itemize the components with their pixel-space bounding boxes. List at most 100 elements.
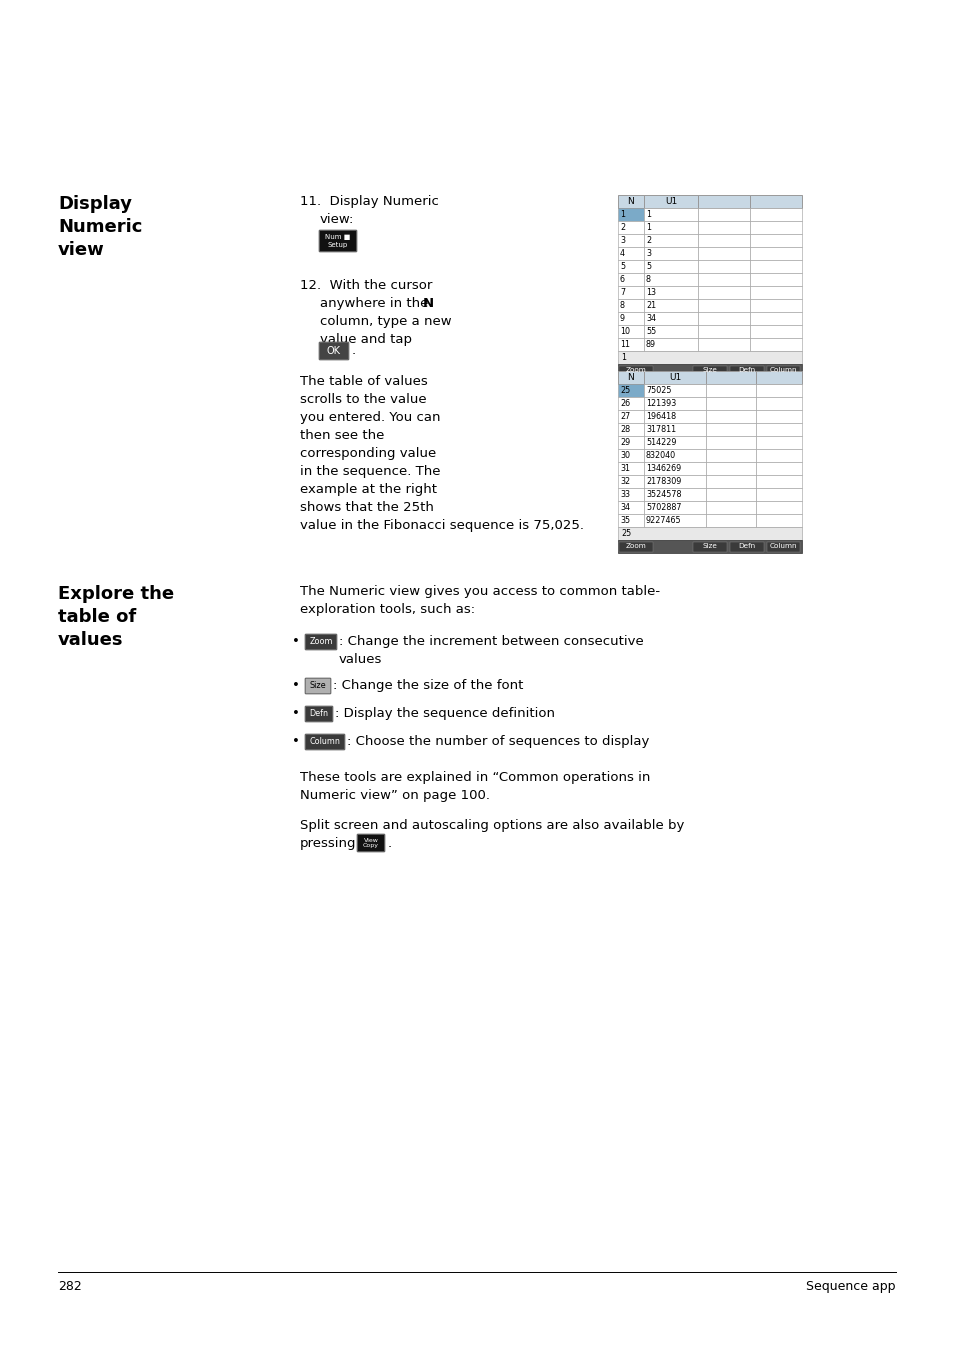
Bar (618, 475, 643, 487)
Bar (755, 436, 801, 450)
Bar (705, 423, 755, 436)
Bar (618, 366, 653, 375)
Text: Numeric view” on page 100.: Numeric view” on page 100. (299, 788, 490, 802)
Text: 1: 1 (645, 223, 650, 232)
Bar (755, 475, 801, 487)
Text: N: N (627, 373, 634, 382)
Bar (618, 194, 643, 208)
Bar (698, 208, 749, 221)
Bar (755, 371, 801, 383)
Bar (749, 273, 801, 286)
Bar (766, 366, 800, 375)
Bar (643, 397, 705, 410)
Bar (705, 462, 755, 475)
Text: Zoom: Zoom (625, 544, 646, 549)
Bar (618, 234, 643, 247)
Text: 21: 21 (645, 301, 656, 310)
Bar (705, 450, 755, 462)
Text: Zoom: Zoom (625, 367, 646, 374)
Text: then see the: then see the (299, 429, 384, 441)
Text: •: • (292, 707, 299, 720)
Text: exploration tools, such as:: exploration tools, such as: (299, 603, 475, 616)
Bar (749, 286, 801, 298)
Text: The table of values: The table of values (299, 375, 427, 387)
Text: 34: 34 (619, 504, 629, 512)
Text: 25: 25 (619, 386, 630, 396)
Text: 10: 10 (619, 327, 629, 336)
Bar (705, 436, 755, 450)
Bar (618, 383, 643, 397)
Text: 9: 9 (619, 315, 624, 323)
Bar (643, 298, 698, 312)
Bar (618, 247, 643, 261)
Text: 30: 30 (619, 451, 629, 460)
Text: Zoom: Zoom (309, 637, 333, 647)
Text: 5702887: 5702887 (645, 504, 680, 512)
Text: View
Copy: View Copy (363, 837, 378, 848)
Text: U1: U1 (668, 373, 680, 382)
Bar (749, 194, 801, 208)
FancyBboxPatch shape (305, 678, 331, 694)
Bar (618, 371, 643, 383)
Text: 1: 1 (619, 211, 624, 219)
Bar (618, 450, 643, 462)
Bar (643, 501, 705, 514)
Text: Display
Numeric
view: Display Numeric view (58, 194, 142, 259)
Text: 25: 25 (620, 529, 631, 539)
Bar (618, 312, 643, 325)
Text: These tools are explained in “Common operations in: These tools are explained in “Common ope… (299, 771, 650, 784)
Text: Defn: Defn (738, 544, 755, 549)
Text: 35: 35 (619, 516, 630, 525)
Text: 3: 3 (645, 248, 650, 258)
Text: Size: Size (701, 367, 717, 374)
Text: 5: 5 (619, 262, 624, 271)
Text: Size: Size (701, 544, 717, 549)
Text: column, type a new: column, type a new (319, 315, 451, 328)
Bar (698, 286, 749, 298)
Text: U1: U1 (664, 197, 677, 207)
Bar (618, 221, 643, 234)
Bar (693, 366, 726, 375)
Text: you entered. You can: you entered. You can (299, 410, 440, 424)
Bar (705, 397, 755, 410)
Text: 26: 26 (619, 400, 630, 408)
Bar (618, 338, 643, 351)
Text: •: • (292, 634, 299, 648)
Bar (618, 364, 801, 377)
FancyBboxPatch shape (305, 734, 344, 749)
Text: 75025: 75025 (645, 386, 671, 396)
Bar (698, 273, 749, 286)
FancyBboxPatch shape (305, 634, 336, 649)
Text: 27: 27 (619, 412, 630, 421)
Text: 2: 2 (619, 223, 624, 232)
Text: view:: view: (319, 213, 354, 225)
FancyBboxPatch shape (319, 342, 349, 360)
Bar (729, 541, 763, 552)
Bar (749, 261, 801, 273)
Bar (749, 234, 801, 247)
FancyBboxPatch shape (305, 706, 333, 722)
Bar (643, 221, 698, 234)
Bar (729, 366, 763, 375)
Text: : Choose the number of sequences to display: : Choose the number of sequences to disp… (347, 734, 649, 748)
Text: 3: 3 (619, 236, 624, 244)
Text: value in the Fibonacci sequence is 75,025.: value in the Fibonacci sequence is 75,02… (299, 518, 583, 532)
Bar (643, 462, 705, 475)
Text: example at the right: example at the right (299, 483, 436, 495)
Bar (618, 540, 801, 553)
Text: Column: Column (769, 367, 797, 374)
Bar (643, 325, 698, 338)
Bar (749, 208, 801, 221)
Bar (618, 514, 643, 526)
Bar (618, 436, 643, 450)
Bar (618, 526, 801, 540)
Bar (755, 397, 801, 410)
Bar (643, 286, 698, 298)
Bar (705, 514, 755, 526)
Text: Explore the
table of
values: Explore the table of values (58, 585, 174, 649)
Text: corresponding value: corresponding value (299, 447, 436, 460)
Bar (643, 208, 698, 221)
Text: 1: 1 (645, 211, 650, 219)
Text: 4: 4 (619, 248, 624, 258)
Text: Defn: Defn (738, 367, 755, 374)
